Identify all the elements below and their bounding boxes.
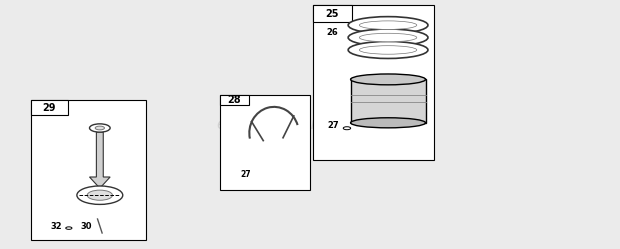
Text: 29: 29 — [43, 103, 56, 113]
Text: 27: 27 — [240, 170, 250, 179]
Text: 26: 26 — [327, 28, 339, 37]
Text: 30: 30 — [81, 222, 92, 231]
Ellipse shape — [348, 41, 428, 59]
Circle shape — [87, 190, 112, 200]
Bar — [31, 100, 68, 115]
Ellipse shape — [348, 17, 428, 34]
Circle shape — [66, 227, 72, 229]
Text: eReplacementParts.com: eReplacementParts.com — [216, 117, 404, 132]
Bar — [220, 95, 310, 190]
Bar — [350, 79, 425, 123]
Ellipse shape — [360, 21, 417, 29]
Circle shape — [77, 186, 123, 204]
Text: 27: 27 — [328, 122, 340, 130]
Ellipse shape — [360, 33, 417, 42]
Ellipse shape — [348, 29, 428, 46]
Text: 28: 28 — [228, 95, 241, 105]
Ellipse shape — [350, 74, 425, 85]
Bar — [220, 95, 249, 105]
Bar — [313, 5, 434, 160]
Circle shape — [343, 127, 351, 130]
Ellipse shape — [360, 46, 417, 54]
Circle shape — [89, 124, 110, 132]
Bar — [313, 5, 352, 22]
FancyArrow shape — [89, 132, 110, 188]
Text: 25: 25 — [326, 8, 339, 18]
Bar — [31, 100, 146, 240]
Circle shape — [95, 126, 104, 130]
Text: 32: 32 — [50, 222, 62, 231]
Ellipse shape — [350, 118, 425, 128]
